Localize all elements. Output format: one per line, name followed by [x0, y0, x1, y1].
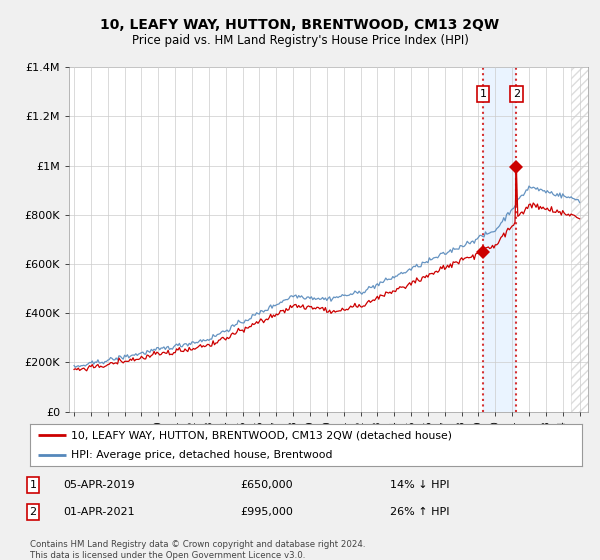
Text: 2: 2: [29, 507, 37, 517]
Text: 10, LEAFY WAY, HUTTON, BRENTWOOD, CM13 2QW: 10, LEAFY WAY, HUTTON, BRENTWOOD, CM13 2…: [100, 18, 500, 32]
Text: 01-APR-2021: 01-APR-2021: [63, 507, 134, 517]
Text: £650,000: £650,000: [240, 480, 293, 490]
Text: 14% ↓ HPI: 14% ↓ HPI: [390, 480, 449, 490]
Text: 26% ↑ HPI: 26% ↑ HPI: [390, 507, 449, 517]
Text: 1: 1: [479, 89, 487, 99]
Text: 10, LEAFY WAY, HUTTON, BRENTWOOD, CM13 2QW (detached house): 10, LEAFY WAY, HUTTON, BRENTWOOD, CM13 2…: [71, 430, 452, 440]
Text: Price paid vs. HM Land Registry's House Price Index (HPI): Price paid vs. HM Land Registry's House …: [131, 34, 469, 47]
Text: £995,000: £995,000: [240, 507, 293, 517]
Text: HPI: Average price, detached house, Brentwood: HPI: Average price, detached house, Bren…: [71, 450, 333, 460]
Bar: [571, 67, 588, 412]
Text: 05-APR-2019: 05-APR-2019: [63, 480, 134, 490]
Text: Contains HM Land Registry data © Crown copyright and database right 2024.
This d: Contains HM Land Registry data © Crown c…: [30, 540, 365, 559]
Text: 2: 2: [513, 89, 520, 99]
Bar: [483, 67, 517, 412]
Text: 1: 1: [29, 480, 37, 490]
